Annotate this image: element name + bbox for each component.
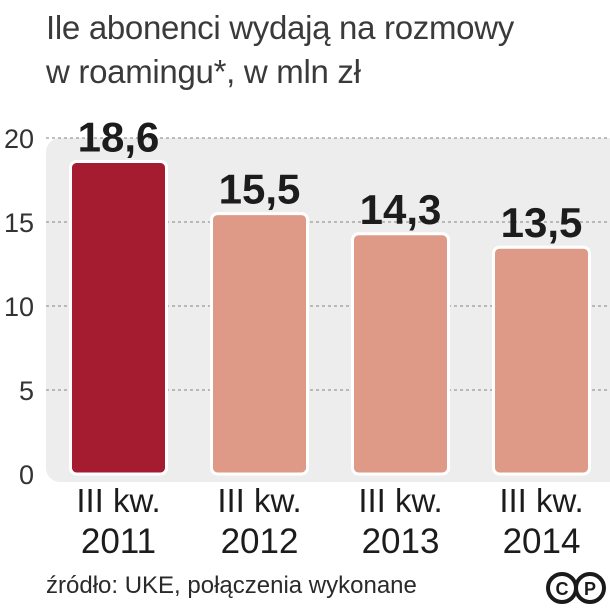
bar-value-label: 15,5 — [219, 166, 301, 213]
bar — [492, 245, 591, 476]
x-tick-label: 2011 — [81, 522, 156, 561]
chart-title: Ile abonenci wydają na rozmowy w roaming… — [46, 6, 606, 94]
y-tick-label: 5 — [19, 376, 34, 406]
bar-value-label: 13,5 — [501, 199, 583, 246]
bar-value-label: 14,3 — [360, 186, 442, 233]
x-tick-label: III kw. — [76, 482, 160, 519]
x-tick-label: 2014 — [503, 522, 581, 561]
chart-title-line-1: Ile abonenci wydają na rozmowy — [46, 9, 514, 46]
copyright-cp-icon: C P — [546, 572, 606, 604]
y-tick-label: 15 — [4, 208, 34, 238]
x-tick-label: III kw. — [358, 482, 442, 519]
x-tick-label: 2013 — [362, 522, 440, 561]
bar — [351, 232, 450, 476]
svg-text:P: P — [584, 579, 596, 599]
x-tick-label: III kw. — [499, 482, 583, 519]
x-tick-label: III kw. — [217, 482, 301, 519]
bar-value-label: 18,6 — [78, 114, 160, 161]
y-tick-label: 20 — [4, 124, 34, 154]
source-note: źródło: UKE, połączenia wykonane — [46, 572, 417, 599]
bar — [69, 160, 168, 476]
y-tick-label: 10 — [4, 292, 34, 322]
svg-text:C: C — [556, 579, 569, 599]
chart-title-line-2: w roamingu*, w mln zł — [46, 53, 361, 90]
plot-panel — [46, 138, 610, 482]
y-tick-label: 0 — [19, 460, 34, 490]
bar — [210, 212, 309, 476]
x-tick-label: 2012 — [221, 522, 299, 561]
